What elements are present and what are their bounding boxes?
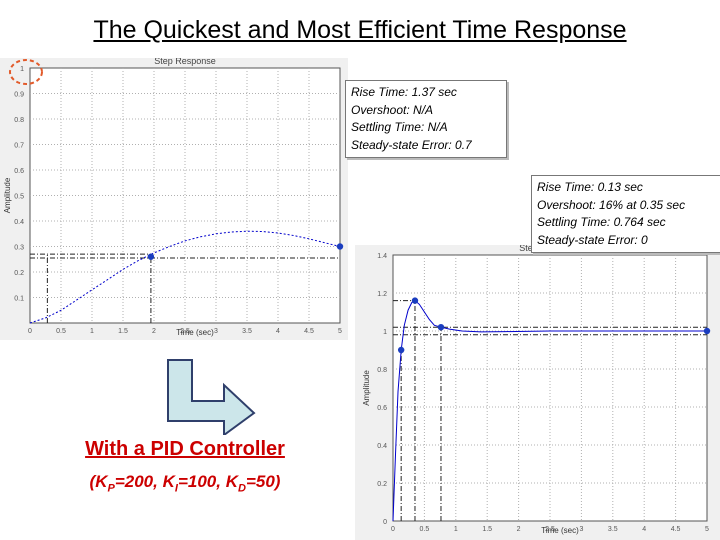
x-axis-label: Time (sec) <box>176 328 214 337</box>
x-tick-label: 3 <box>579 526 583 533</box>
x-tick-label: 0 <box>391 526 395 533</box>
y-tick-label: 0.8 <box>377 367 387 374</box>
settling-time-text: Settling Time: 0.764 sec <box>537 215 666 229</box>
y-tick-label: 0 <box>383 519 387 526</box>
chart-svg: Step Response 0 0.5 1 1.5 2 2.5 3 3.5 4 4.5 5 1 0.9 0.… <box>0 58 348 340</box>
x-tick-label: 3 <box>214 328 218 335</box>
y-tick-label: 0.4 <box>377 443 387 450</box>
rise-time-text: Rise Time: 0.13 sec <box>537 180 643 194</box>
gain-kp: KP=200 <box>95 472 154 495</box>
x-axis-label: Time (sec) <box>541 526 579 535</box>
y-axis-label: Amplitude <box>362 370 371 406</box>
x-tick-label: 4 <box>642 526 646 533</box>
chart-title: Step Response <box>154 58 216 66</box>
x-tick-label: 4 <box>276 328 280 335</box>
y-tick-label: 0.2 <box>14 270 24 277</box>
x-tick-label: 2 <box>517 526 521 533</box>
info-box-pid: Rise Time: 0.13 sec Overshoot: 16% at 0.… <box>531 175 720 253</box>
x-tick-label: 1 <box>454 526 458 533</box>
x-tick-label: 1 <box>90 328 94 335</box>
steady-state-error-text: Steady-state Error: 0 <box>537 232 648 247</box>
slide-title: The Quickest and Most Efficient Time Res… <box>93 16 627 44</box>
y-tick-label: 0.6 <box>14 168 24 175</box>
y-tick-label: 1.2 <box>377 291 387 298</box>
settling-time-text: Settling Time: N/A <box>351 120 448 134</box>
x-tick-label: 2.5 <box>545 526 555 533</box>
x-tick-label: 4.5 <box>304 328 314 335</box>
y-axis-label: Amplitude <box>3 177 12 213</box>
x-tick-label: 0.5 <box>420 526 430 533</box>
x-tick-label: 1.5 <box>118 328 128 335</box>
overshoot-text: Overshoot: 16% at 0.35 sec <box>537 197 686 212</box>
data-marker <box>336 243 344 250</box>
x-tick-label: 1.5 <box>482 526 492 533</box>
y-tick-label: 1.4 <box>377 253 387 260</box>
data-marker <box>397 346 405 354</box>
y-tick-label: 0.5 <box>14 194 24 201</box>
y-tick-label: 0.2 <box>377 481 387 488</box>
bent-arrow-icon <box>160 355 260 440</box>
x-tick-label: 5 <box>338 328 342 335</box>
x-tick-label: 0 <box>28 328 32 335</box>
chart-svg: Step Response00.511.522.533.544.5500.20.… <box>355 245 720 540</box>
y-tick-label: 0.9 <box>14 92 24 99</box>
response-series-line <box>392 299 707 522</box>
x-tick-label: 3.5 <box>242 328 252 335</box>
x-tick-label: 2.5 <box>180 328 190 335</box>
y-tick-label: 0.3 <box>14 245 24 252</box>
x-tick-label: 5 <box>705 526 709 533</box>
step-response-chart-uncontrolled: Step Response 0 0.5 1 1.5 2 2.5 3 3.5 4 4.5 5 1 0.9 0.… <box>0 58 348 340</box>
steady-state-error-text: Steady-state Error: 0.7 <box>351 137 472 152</box>
pid-gains: (KP=200, KI=100, KD=50) <box>89 472 281 495</box>
y-tick-label: 0.6 <box>377 405 387 412</box>
y-tick-label: 1 <box>20 66 24 73</box>
info-box-uncontrolled: Rise Time: 1.37 sec Overshoot: N/A Settl… <box>345 80 507 158</box>
y-tick-label: 0.4 <box>14 219 24 226</box>
data-marker <box>703 327 711 335</box>
pid-title: With a PID Controller <box>85 438 285 460</box>
y-tick-label: 0.7 <box>14 143 24 150</box>
x-tick-label: 2 <box>152 328 156 335</box>
y-tick-label: 0.1 <box>14 296 24 303</box>
x-tick-label: 3.5 <box>608 526 618 533</box>
response-series-line <box>29 230 341 324</box>
y-tick-label: 0.8 <box>14 117 24 124</box>
data-marker <box>437 324 445 331</box>
gain-ki: KI=100 <box>162 472 217 495</box>
y-tick-label: 1 <box>383 329 387 336</box>
gain-kd: KD=50 <box>225 472 275 495</box>
rise-time-text: Rise Time: 1.37 sec <box>351 85 457 99</box>
x-tick-label: 4.5 <box>671 526 681 533</box>
data-marker <box>147 253 155 260</box>
data-marker <box>411 297 419 304</box>
step-response-chart-pid: Step Response00.511.522.533.544.5500.20.… <box>355 245 720 540</box>
x-tick-label: 0.5 <box>56 328 66 335</box>
highlight-circle <box>9 59 43 85</box>
overshoot-text: Overshoot: N/A <box>351 102 434 117</box>
